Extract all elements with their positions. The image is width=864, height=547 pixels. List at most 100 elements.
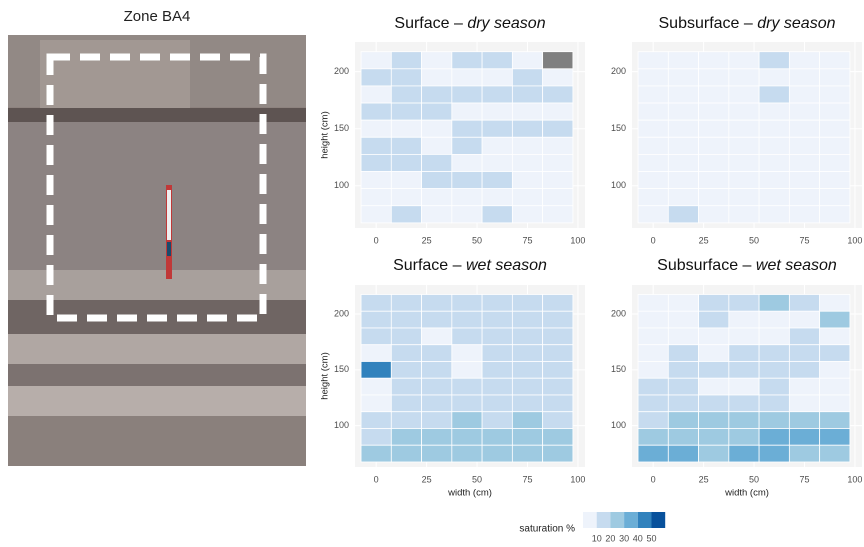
heatmap-cell [788, 394, 821, 413]
heatmap-cell [481, 327, 513, 346]
heatmap-cell [728, 428, 760, 446]
y-tick-label: 200 [611, 66, 626, 76]
heatmap-cell [451, 294, 483, 312]
heatmap-cell [788, 344, 821, 362]
heatmap-cell [637, 51, 669, 70]
heatmap-cell [390, 188, 422, 207]
heatmap-cell [788, 68, 821, 87]
heatmap-cell [698, 136, 730, 155]
heatmap-cell [542, 119, 574, 138]
heatmap-cell [542, 394, 574, 413]
heatmap-panel: 0 25 50 75 100 100 150 200 Subsurface – wet seas… [611, 257, 862, 498]
heatmap-cell [728, 153, 760, 172]
heatmap-cell [667, 310, 699, 329]
heatmap-cell [637, 68, 669, 87]
heatmap-cell [390, 171, 422, 190]
legend-tick-label: 10 [592, 533, 602, 543]
heatmap-cell [758, 444, 790, 463]
heatmap-cell [451, 205, 483, 224]
heatmap-cell [698, 188, 730, 207]
heatmap-cell [758, 153, 790, 172]
heatmap-cell [511, 327, 544, 346]
heatmap-cell [728, 136, 760, 155]
heatmap-cell [481, 377, 513, 396]
heatmap-cell [481, 51, 513, 70]
heatmap-cell [542, 377, 574, 396]
chart-title: Surface – dry season [394, 15, 545, 32]
heatmap-cell [390, 85, 422, 104]
heatmap-cell [511, 344, 544, 362]
heatmap-cell [788, 294, 821, 312]
heatmap-cell [390, 102, 422, 121]
heatmap-cell [481, 310, 513, 329]
heatmap-cell [788, 188, 821, 207]
heatmap-cell [360, 119, 392, 138]
heatmap-cell [390, 361, 422, 379]
heatmap-cell [390, 310, 422, 329]
heatmap-cell [698, 444, 730, 463]
heatmap-cell [511, 428, 544, 446]
legend-tick-label: 30 [619, 533, 629, 543]
heatmap-cell [421, 85, 453, 104]
heatmap-cell [788, 377, 821, 396]
heatmap-cell [481, 85, 513, 104]
heatmap-cell [542, 205, 574, 224]
legend-swatch [651, 512, 666, 528]
heatmap-cell [698, 102, 730, 121]
heatmap-cell [360, 51, 392, 70]
heatmap-cell [451, 344, 483, 362]
heatmap-cell [451, 310, 483, 329]
heatmap-cell [390, 394, 422, 413]
chart-title-text: Subsurface – [659, 15, 758, 32]
heatmap-cell [788, 310, 821, 329]
heatmap-cell [698, 428, 730, 446]
heatmap-cell [542, 444, 574, 463]
heatmap-cell [390, 119, 422, 138]
heatmap-cell [542, 136, 574, 155]
heatmap-cell [390, 51, 422, 70]
heatmap-cell [421, 411, 453, 429]
heatmap-cell [637, 327, 669, 346]
heatmap-cell [758, 361, 790, 379]
heatmap-cell [788, 153, 821, 172]
heatmap-cell [819, 344, 851, 362]
heatmap-cell [667, 153, 699, 172]
heatmap-cell [667, 51, 699, 70]
heatmap-cell [421, 51, 453, 70]
heatmap-cell [758, 102, 790, 121]
heatmap-cell [360, 102, 392, 121]
heatmap-cell [758, 51, 790, 70]
x-tick-label: 0 [374, 235, 379, 245]
heatmap-cell [390, 153, 422, 172]
heatmap-cell [698, 205, 730, 224]
heatmap-cell [511, 188, 544, 207]
heatmap-cell [360, 444, 392, 463]
heatmap-cell [819, 377, 851, 396]
heatmap-cell [360, 153, 392, 172]
legend-swatch [637, 512, 652, 528]
heatmap-cell [819, 327, 851, 346]
heatmap-cell [698, 310, 730, 329]
photo: Zone BA4 [8, 8, 306, 466]
heatmap-cell [421, 119, 453, 138]
heatmap-cell [542, 188, 574, 207]
y-axis-label: height (cm) [320, 111, 331, 159]
legend-swatch [610, 512, 625, 528]
heatmap-cell [451, 411, 483, 429]
heatmap-cell [360, 394, 392, 413]
heatmap-cell [637, 361, 669, 379]
x-tick-label: 100 [570, 235, 585, 245]
heatmap-cell [758, 188, 790, 207]
heatmap-cell [819, 361, 851, 379]
heatmap-cell [451, 327, 483, 346]
heatmap-cell [451, 68, 483, 87]
heatmap-cell [360, 205, 392, 224]
heatmap-cell [511, 102, 544, 121]
heatmap-cell [360, 411, 392, 429]
chart-title-text: Subsurface – [657, 257, 756, 274]
heatmap-cell [542, 344, 574, 362]
heatmap-cell [728, 51, 760, 70]
heatmap-cell [451, 444, 483, 463]
heatmap-cell [819, 394, 851, 413]
heatmap-cell [667, 119, 699, 138]
